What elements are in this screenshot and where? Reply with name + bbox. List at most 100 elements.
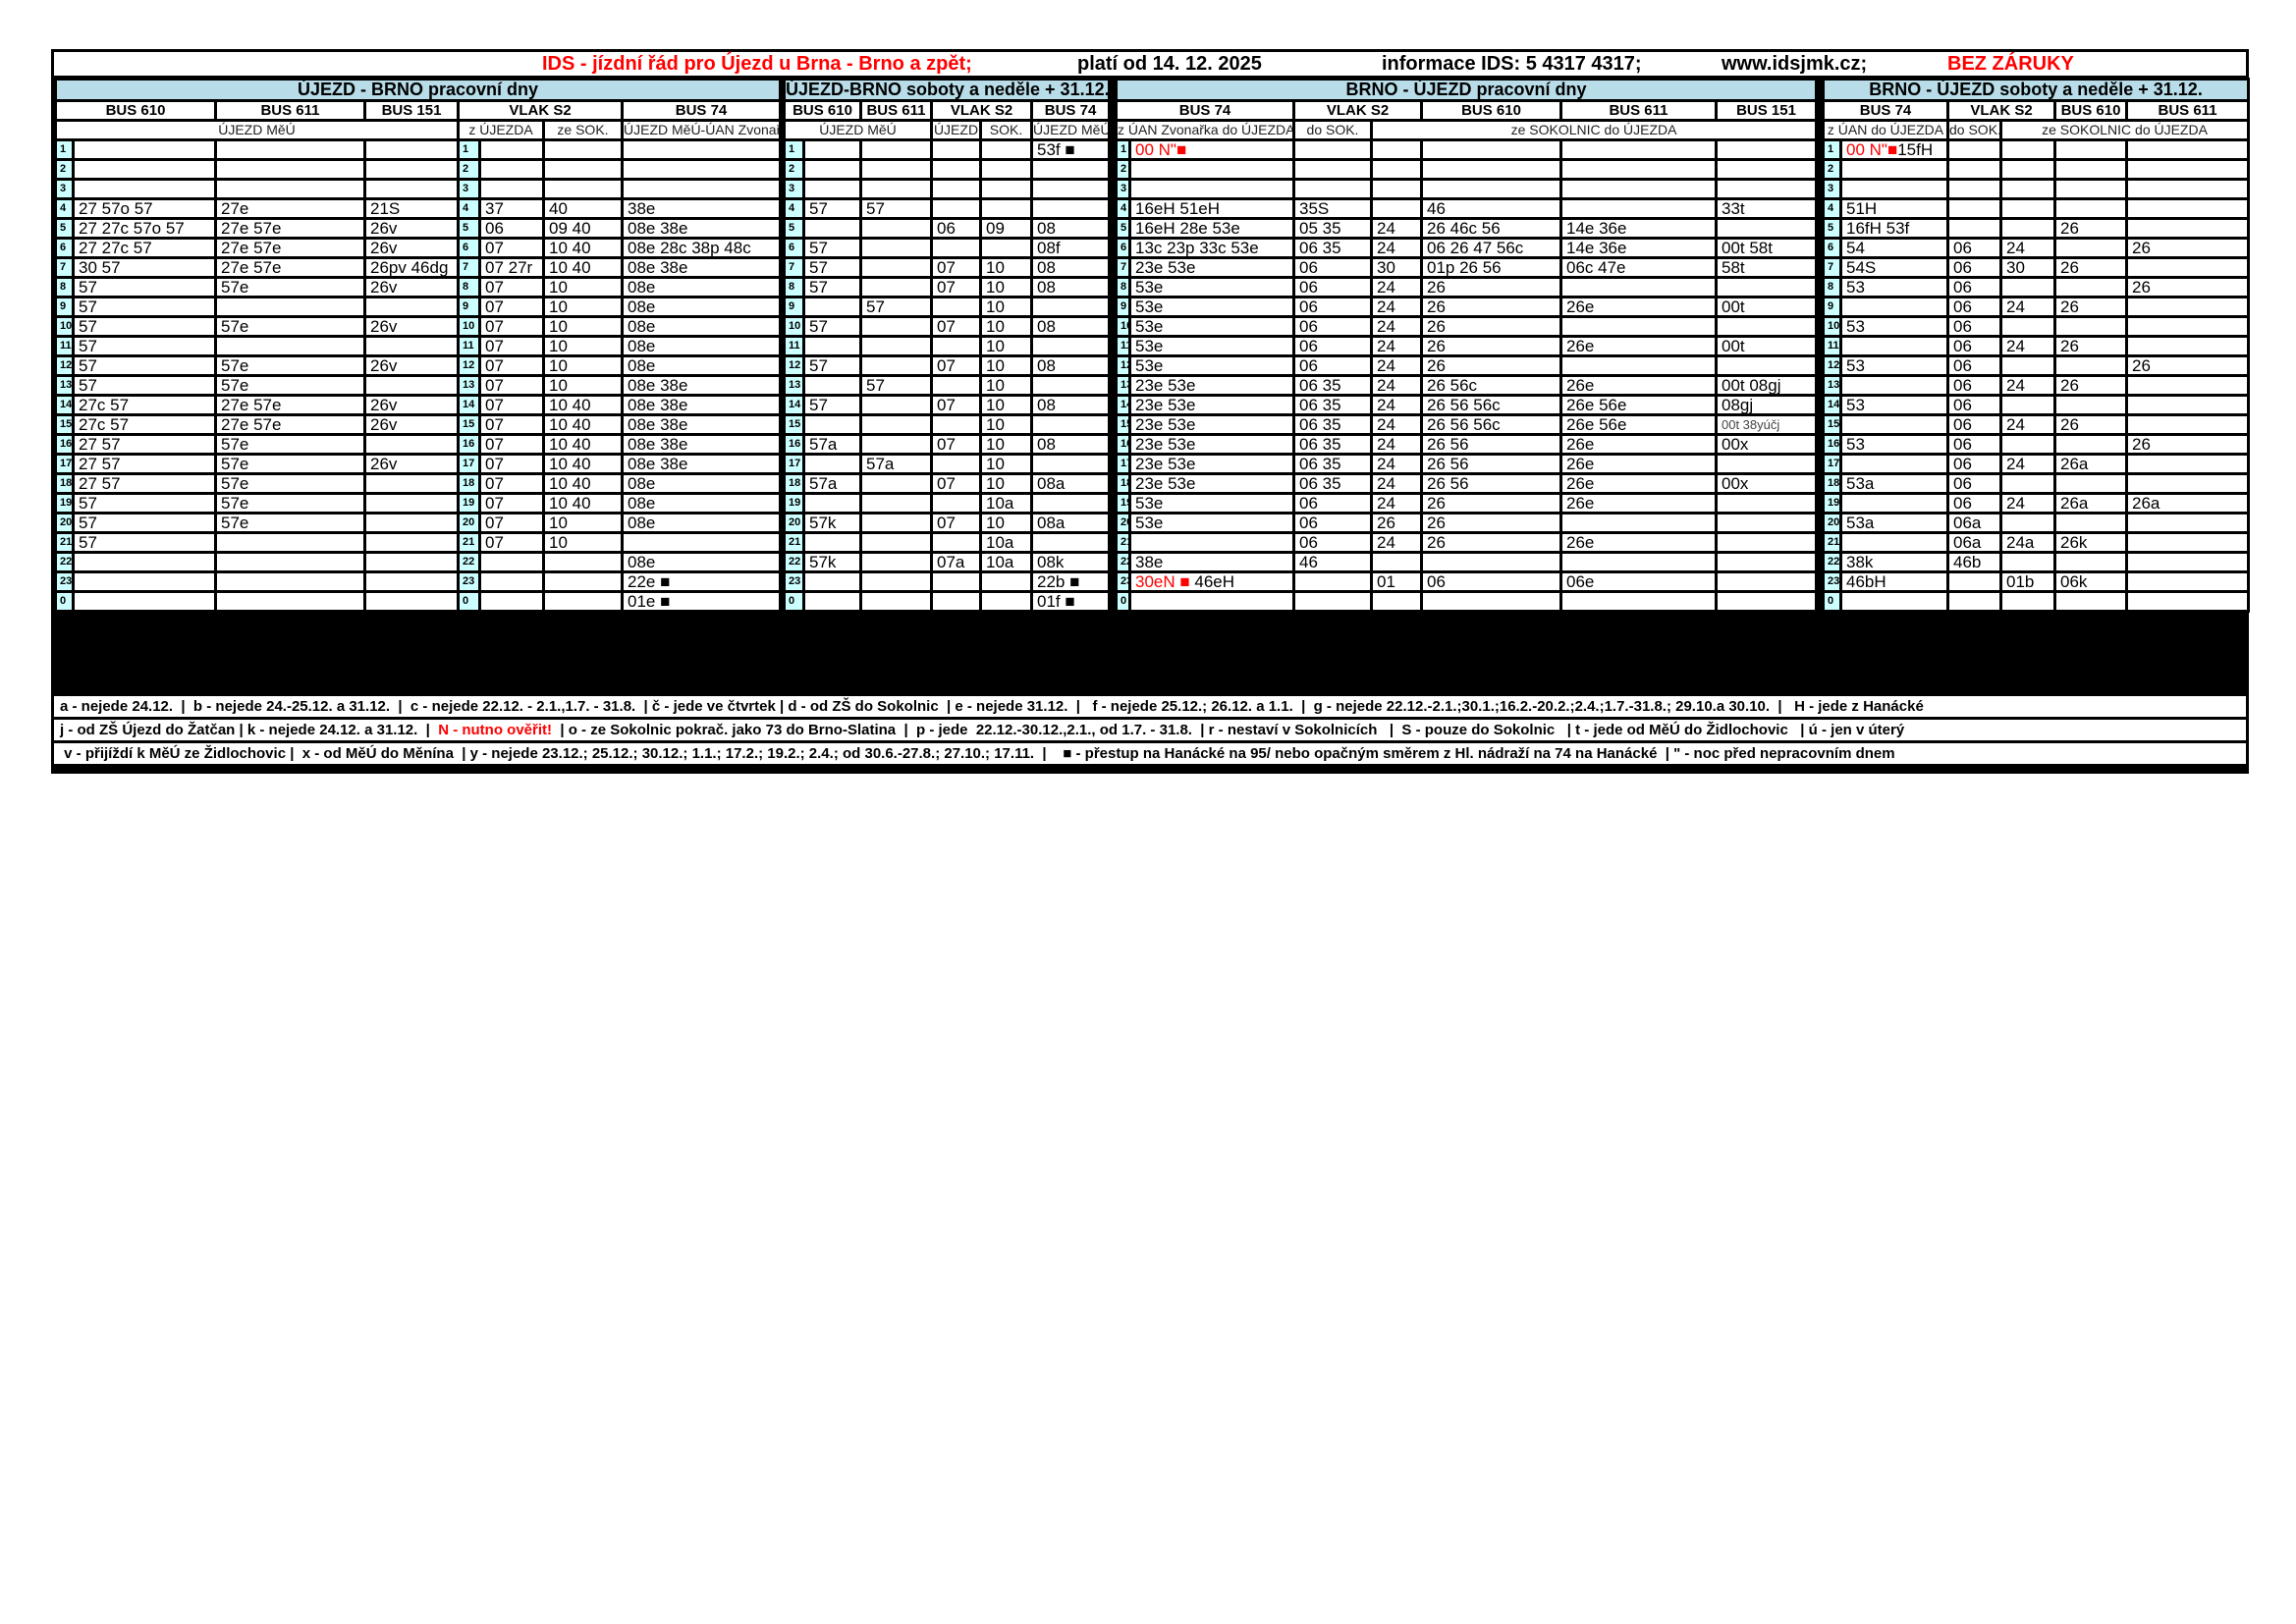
hour-row: 8 57 57e 26v 8 07 10 08e bbox=[54, 276, 783, 298]
departure-cell bbox=[859, 217, 933, 240]
departure-cell: 06 35 bbox=[1292, 453, 1373, 475]
departure-cell: 10 bbox=[979, 433, 1033, 456]
departure-cell: 16eH 51eH bbox=[1128, 197, 1295, 220]
departure-cell: 40 bbox=[542, 197, 624, 220]
departure-cell bbox=[859, 138, 933, 161]
hour-row: 10 57 07 10 08 bbox=[783, 315, 1112, 338]
departure-cell bbox=[1839, 335, 1949, 357]
hour-cell: 15 bbox=[1115, 413, 1131, 436]
departure-cell: 08e 38e bbox=[620, 453, 783, 475]
hour-cell: 4 bbox=[783, 197, 805, 220]
valid-from: platí od 14. 12. 2025 bbox=[1077, 53, 1262, 75]
hour-cell: 0 bbox=[783, 590, 805, 613]
departure-cell bbox=[1420, 178, 1562, 200]
stop-subheader: ÚJEZD MěÚ bbox=[1029, 119, 1112, 141]
departure-cell bbox=[1839, 374, 1949, 397]
departure-cell: 00t 38yúčj bbox=[1714, 413, 1819, 436]
departure-cell: 23e 53e bbox=[1128, 256, 1295, 279]
departure-cell bbox=[1946, 197, 2002, 220]
departure-cell bbox=[214, 178, 366, 200]
departure-cell: 26 bbox=[1420, 335, 1562, 357]
hour-cell: 13 bbox=[54, 374, 75, 397]
departure-cell: 08gj bbox=[1714, 394, 1819, 416]
departure-cell: 27e 57e bbox=[214, 217, 366, 240]
departure-cell: 10 bbox=[979, 394, 1033, 416]
departure-cell: 01b bbox=[1999, 570, 2056, 593]
column-header: VLAK S2 bbox=[930, 99, 1033, 122]
departure-cell bbox=[1999, 158, 2056, 181]
departure-cell bbox=[72, 551, 217, 573]
departure-cell bbox=[2053, 138, 2128, 161]
departure-cell: 06 bbox=[1946, 394, 2002, 416]
departure-cell bbox=[930, 531, 982, 554]
departure-cell bbox=[542, 158, 624, 181]
departure-cell: 06 35 bbox=[1292, 433, 1373, 456]
hour-row: 17 27 57 57e 26v 17 07 10 40 08e 38e bbox=[54, 453, 783, 475]
departure-cell: 07 bbox=[930, 472, 982, 495]
departure-cell bbox=[1292, 570, 1373, 593]
departure-cell: 06 bbox=[1946, 472, 2002, 495]
departure-cell: 38e bbox=[1128, 551, 1295, 573]
departure-cell bbox=[2053, 158, 2128, 181]
hour-row: 17 06 24 26a bbox=[1822, 453, 2251, 475]
departure-cell bbox=[542, 590, 624, 613]
departure-cell: 08e 38e bbox=[620, 413, 783, 436]
departure-cell: 10 40 bbox=[542, 472, 624, 495]
departure-cell bbox=[1292, 178, 1373, 200]
departure-cell bbox=[1946, 590, 2002, 613]
section-title: ÚJEZD-BRNO soboty a neděle + 31.12. bbox=[782, 78, 1112, 102]
hour-cell: 4 bbox=[1115, 197, 1131, 220]
departure-cell bbox=[72, 178, 217, 200]
hour-row: 8 53e 06 24 26 bbox=[1115, 276, 1819, 298]
departure-cell bbox=[1370, 197, 1423, 220]
hour-cell: 19 bbox=[1822, 492, 1842, 514]
departure-cell: 26e bbox=[1559, 492, 1718, 514]
departure-cell: 57 bbox=[859, 197, 933, 220]
departure-cell: 08a bbox=[1029, 472, 1112, 495]
departure-cell: 24 bbox=[1999, 335, 2056, 357]
hour-row: 19 57 57e 19 07 10 40 08e bbox=[54, 492, 783, 514]
departure-cell bbox=[478, 158, 545, 181]
departure-cell bbox=[802, 158, 862, 181]
departure-cell: 08 bbox=[1029, 276, 1112, 298]
departure-cell bbox=[1714, 354, 1819, 377]
departure-warning: 00 N"■ bbox=[1135, 140, 1187, 159]
info-phone: informace IDS: 5 4317 4317; bbox=[1382, 53, 1642, 75]
column-header: BUS 610 bbox=[2053, 99, 2128, 122]
hour-cell: 20 bbox=[457, 512, 481, 534]
departure-cell: 10 40 bbox=[542, 492, 624, 514]
departure-cell: 07 bbox=[478, 296, 545, 318]
departure-cell bbox=[1029, 158, 1112, 181]
departure-cell: 27 57 bbox=[72, 472, 217, 495]
departure-cell bbox=[930, 492, 982, 514]
departure-cell bbox=[1946, 178, 2002, 200]
departure-cell: 08e 38e bbox=[620, 217, 783, 240]
hour-row: 3 bbox=[1822, 178, 2251, 200]
hour-cell: 2 bbox=[1822, 158, 1842, 181]
departure-cell: 57a bbox=[802, 472, 862, 495]
departure-cell: 06 bbox=[478, 217, 545, 240]
column-header: BUS 611 bbox=[1559, 99, 1718, 122]
departure-cell bbox=[542, 551, 624, 573]
departure-cell bbox=[2053, 433, 2128, 456]
departure-cell bbox=[1714, 531, 1819, 554]
hour-row: 15 10 bbox=[783, 413, 1112, 436]
hour-row: 20 53a 06a bbox=[1822, 512, 2251, 534]
hour-cell: 9 bbox=[1822, 296, 1842, 318]
hour-row: 6 27 27c 57 27e 57e 26v 6 07 10 40 08e 28c 38p … bbox=[54, 237, 783, 259]
departure-cell bbox=[930, 335, 982, 357]
departure-cell bbox=[802, 570, 862, 593]
hour-cell: 19 bbox=[1115, 492, 1131, 514]
hour-row: 23 23 22e ■ bbox=[54, 570, 783, 593]
legend-line: a - nejede 24.12. | b - nejede 24.-25.12… bbox=[54, 696, 2246, 717]
departure-cell bbox=[1370, 158, 1423, 181]
departure-cell: 26 bbox=[1420, 531, 1562, 554]
section-header-row: BRNO - ÚJEZD soboty a neděle + 31.12. bbox=[1821, 78, 2251, 102]
departure-cell: 10 bbox=[979, 256, 1033, 279]
disclaimer: BEZ ZÁRUKY bbox=[1947, 53, 2074, 75]
departure-cell: 57e bbox=[214, 354, 366, 377]
departure-cell: 07 bbox=[478, 276, 545, 298]
departure-cell bbox=[2053, 512, 2128, 534]
stop-subheader: ze SOKOLNIC do ÚJEZDA bbox=[1998, 119, 2251, 141]
